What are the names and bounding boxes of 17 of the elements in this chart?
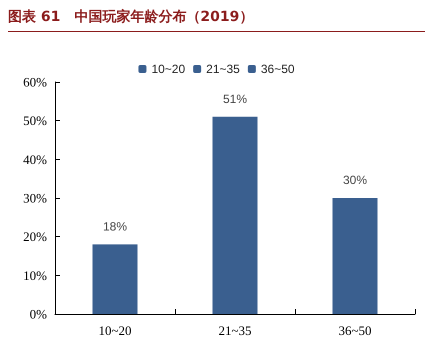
y-tick-label: 20% [23,229,48,244]
data-label: 51% [222,92,248,106]
y-tick-label: 0% [30,306,48,322]
x-tick-label: 21~35 [218,323,252,338]
y-tick-label: 50% [23,113,48,128]
x-tick-label: 36~50 [338,323,372,338]
legend-label: 36~50 [260,62,295,76]
y-tick-label: 30% [23,190,48,206]
data-label: 30% [342,173,368,187]
data-label: 18% [102,219,128,234]
legend-label: 21~35 [206,62,240,76]
y-tick-label: 60% [23,74,48,90]
chart-title: 图表 61 中国玩家年龄分布（2019） [8,8,425,32]
y-tick-label: 40% [23,152,48,167]
x-tick-label: 10~20 [98,323,132,338]
legend-label: 10~20 [151,62,186,76]
y-tick-label: 10% [23,268,48,283]
